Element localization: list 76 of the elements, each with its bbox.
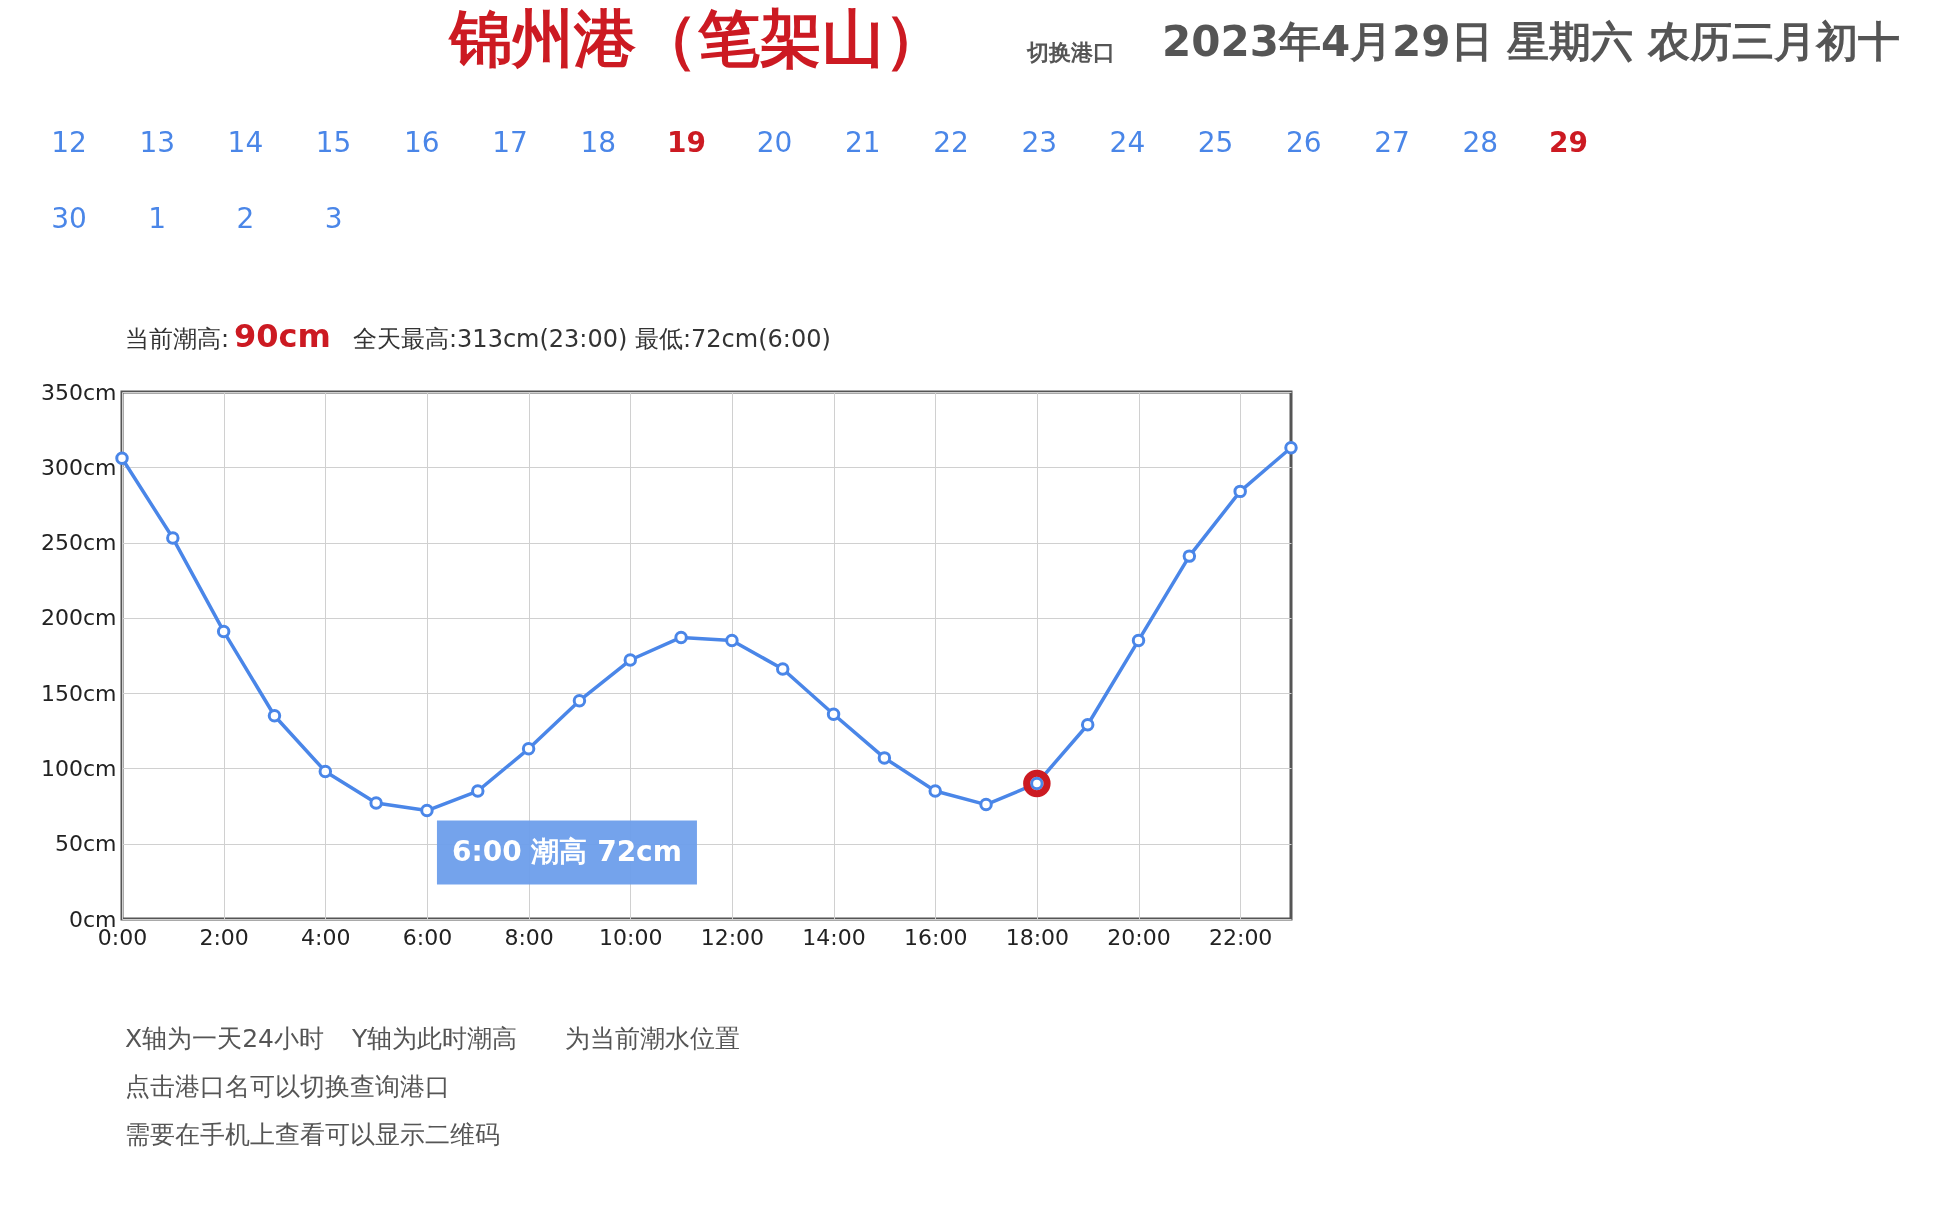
text: 23 (1021, 126, 1058, 159)
text: 点击港口名可以切换查询港口 (125, 1072, 450, 1101)
point (572, 693, 587, 708)
point (216, 624, 231, 639)
text: 12 (51, 126, 87, 159)
text: 15 (315, 126, 352, 159)
point (420, 803, 434, 818)
annotation: 6:00 潮高 72cm (452, 834, 682, 868)
text: 29 (1548, 126, 1588, 159)
point (1080, 718, 1095, 732)
x-tick-label: 20:00 (1107, 924, 1171, 950)
y-tick-label: 50cm (54, 831, 117, 857)
point (725, 633, 739, 648)
point (826, 707, 841, 721)
point (776, 662, 790, 676)
text: 25 (1197, 126, 1234, 159)
text: 2023年4月29日 星期六 农历三月初十 (1162, 17, 1900, 66)
point (115, 451, 129, 465)
point (979, 797, 993, 812)
point (877, 751, 892, 765)
text: 28 (1462, 126, 1499, 159)
point (928, 784, 942, 798)
x-tick-label: 22:00 (1208, 924, 1273, 950)
y-tick-label: 200cm (40, 605, 117, 631)
text: 18 (580, 126, 617, 159)
x-tick-label: 8:00 (504, 924, 554, 950)
text: 24 (1109, 126, 1146, 159)
x-tick-label: 6:00 (402, 924, 453, 950)
text: 13 (139, 126, 176, 159)
y-tick-label: 350cm (40, 379, 117, 405)
point (674, 630, 688, 645)
text: 当前潮高: (125, 325, 230, 353)
point (1131, 633, 1146, 648)
text: 21 (844, 126, 881, 159)
y-tick-label: 250cm (40, 530, 117, 556)
x-tick-label: 14:00 (802, 924, 866, 950)
text: 为当前潮水位置 (565, 1024, 740, 1053)
point (1182, 549, 1197, 563)
point (471, 784, 485, 798)
text: 90cm (234, 317, 331, 355)
text: 全天最高:313cm(23:00) 最低:72cm(6:00) (353, 325, 831, 353)
x-tick-label: 2:00 (199, 924, 249, 950)
x-tick-label: 4:00 (301, 924, 351, 950)
point (369, 796, 383, 810)
text: X轴为一天24小时 (125, 1024, 324, 1053)
chart-title: 锦州港（笔架山） (448, 2, 946, 75)
text: 2 (236, 202, 255, 235)
x-tick-label: 10:00 (599, 924, 663, 950)
text: 27 (1374, 126, 1410, 159)
x-tick-label: 16:00 (904, 924, 968, 950)
point (1284, 440, 1298, 455)
text: 22 (933, 126, 969, 159)
text: 3 (324, 202, 343, 235)
point (267, 708, 282, 723)
text: 切换港口 (1026, 40, 1115, 65)
text: 14 (227, 126, 264, 159)
text: 需要在手机上查看可以显示二维码 (125, 1120, 500, 1149)
text: 20 (756, 126, 793, 159)
text: 16 (403, 126, 440, 159)
text: 26 (1285, 126, 1322, 159)
y-tick-label: 300cm (40, 454, 117, 480)
text: 19 (666, 126, 706, 159)
point (166, 531, 180, 545)
y-tick-label: 150cm (40, 680, 117, 706)
point (1023, 769, 1051, 798)
x-tick-label: 12:00 (700, 924, 765, 950)
point (1233, 484, 1247, 499)
y-tick-label: 100cm (40, 755, 117, 781)
text: Y轴为此时潮高 (351, 1024, 518, 1053)
point (521, 742, 536, 756)
point (318, 764, 333, 779)
text: 17 (492, 126, 528, 159)
x-tick-label: 18:00 (1005, 924, 1070, 950)
point (623, 653, 637, 667)
text: 1 (148, 202, 167, 235)
text: 30 (51, 202, 87, 235)
